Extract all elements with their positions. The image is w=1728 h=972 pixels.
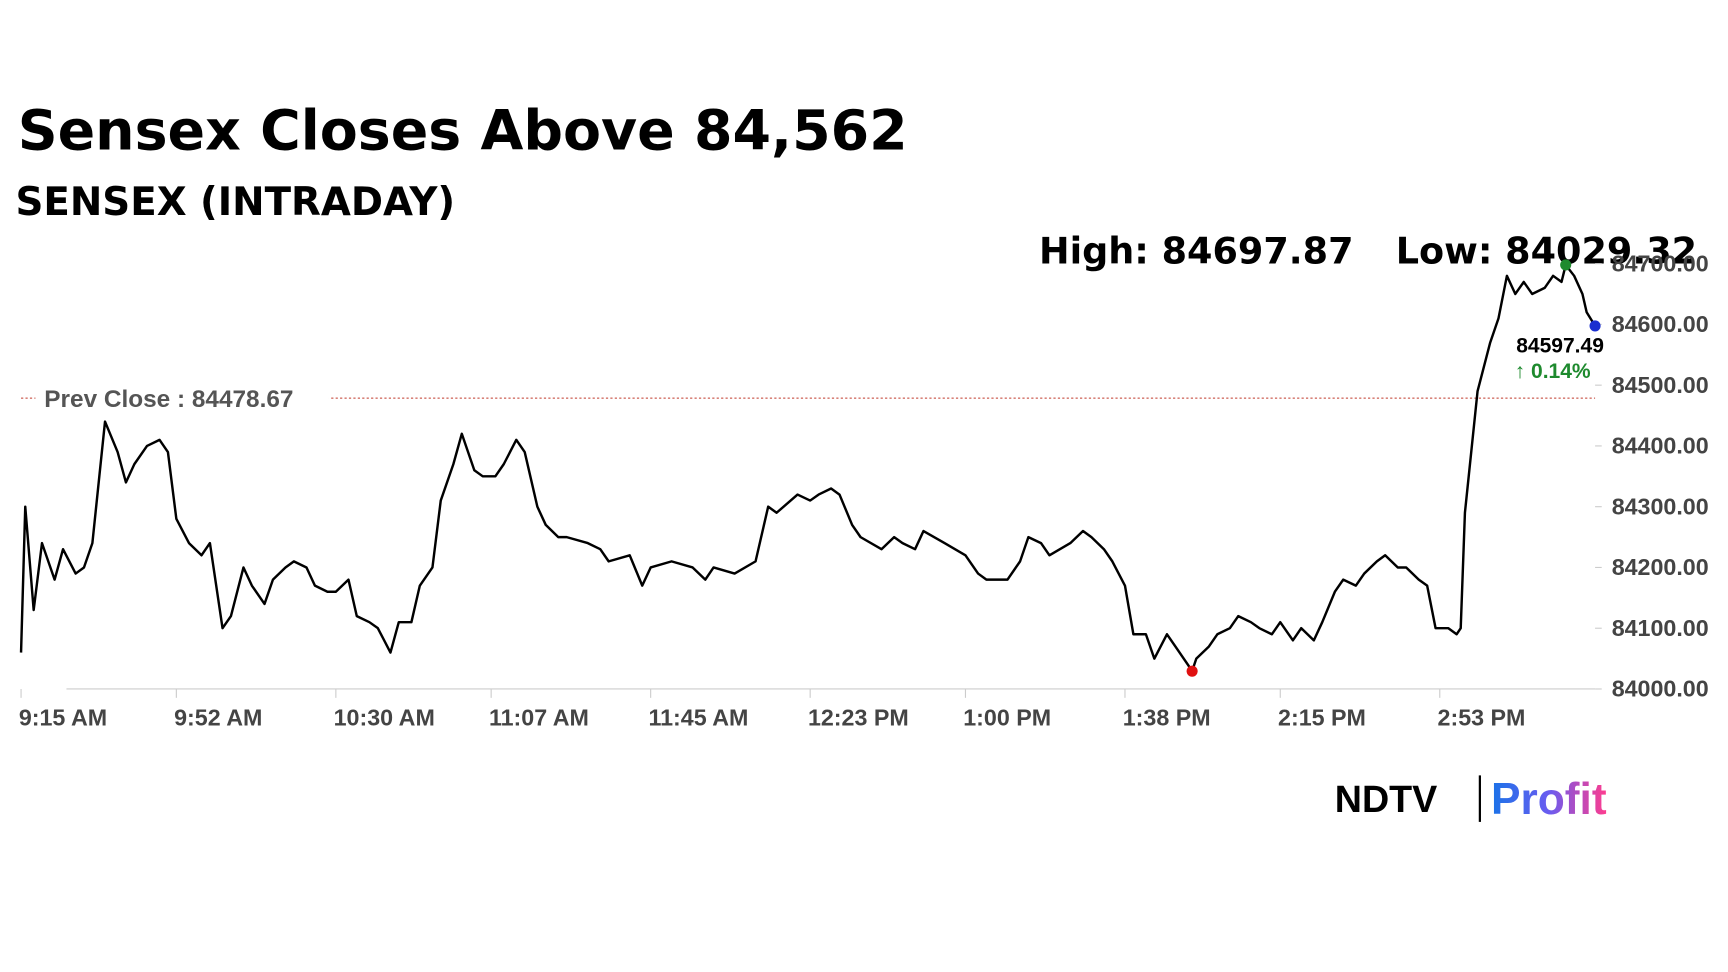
x-tick-label: 12:23 PM [808,705,909,731]
x-tick-label: 9:52 AM [174,705,262,731]
low-marker [1186,665,1198,677]
x-tick-label: 9:15 AM [19,705,107,731]
price-line [19,263,1597,673]
logo-right: Profit [1491,775,1607,824]
y-tick-label: 84100.00 [1612,615,1709,641]
prev-close-label: Prev Close : 84478.67 [44,386,293,413]
last-marker [1589,320,1601,332]
x-tick-label: 1:38 PM [1123,705,1211,731]
y-tick-label: 84400.00 [1612,433,1709,459]
chart-title: Sensex Closes Above 84,562 [18,100,908,164]
y-tick-label: 84300.00 [1612,493,1709,519]
y-tick-label: 84600.00 [1612,311,1709,337]
x-tick-label: 11:07 AM [489,705,589,731]
x-tick-label: 1:00 PM [963,705,1051,731]
y-tick-label: 84200.00 [1612,554,1709,580]
x-tick-label: 2:15 PM [1278,705,1366,731]
x-tick-label: 2:53 PM [1438,705,1526,731]
logo-left: NDTV [1335,778,1438,820]
last-value-label: 84597.49 [1516,335,1604,358]
x-tick-label: 10:30 AM [334,705,435,731]
high-label: High: 84697.87 [1039,230,1354,273]
low-label: Low: 84029.32 [1396,230,1697,273]
high-marker [1560,259,1572,271]
y-tick-label: 84700.00 [1612,250,1709,276]
prev-close-label-bg [35,382,329,414]
y-tick-label: 84000.00 [1612,676,1709,702]
chart-subtitle: SENSEX (INTRADAY) [16,180,456,225]
change-label: ↑ 0.14% [1515,360,1591,383]
y-tick-label: 84500.00 [1612,372,1709,398]
x-tick-label: 11:45 AM [648,705,748,731]
